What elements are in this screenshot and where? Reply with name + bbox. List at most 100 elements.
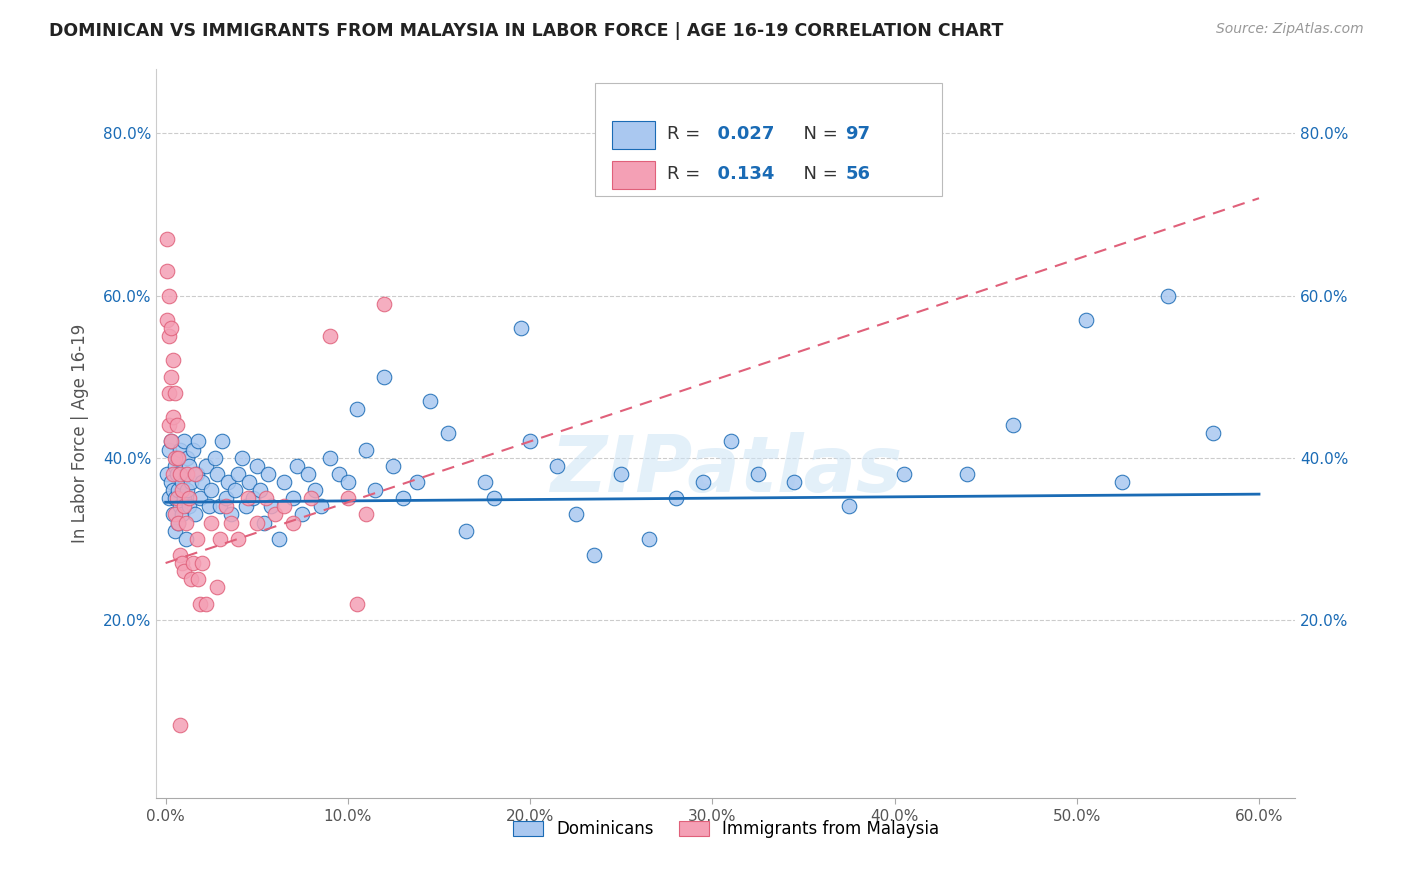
Point <box>200 516 222 530</box>
Point <box>160 475 183 489</box>
Point <box>162 483 184 497</box>
Point <box>166 491 188 506</box>
Point <box>163 450 186 465</box>
Text: DOMINICAN VS IMMIGRANTS FROM MALAYSIA IN LABOR FORCE | AGE 16-19 CORRELATION CHA: DOMINICAN VS IMMIGRANTS FROM MALAYSIA IN… <box>49 22 1004 40</box>
Point <box>231 450 253 465</box>
Point <box>328 467 350 481</box>
Point <box>610 467 633 481</box>
Text: N =: N = <box>792 165 844 184</box>
Point <box>163 385 186 400</box>
Point <box>157 442 180 457</box>
Point <box>510 321 533 335</box>
Point <box>166 418 188 433</box>
Point <box>720 434 742 449</box>
Point <box>184 508 207 522</box>
Point <box>198 500 221 514</box>
Point <box>373 369 395 384</box>
FancyBboxPatch shape <box>595 83 942 196</box>
Point <box>346 597 368 611</box>
Point <box>160 434 183 449</box>
Point <box>170 475 193 489</box>
Point <box>174 532 197 546</box>
Point <box>256 467 278 481</box>
Point <box>304 483 326 497</box>
Point <box>156 313 179 327</box>
Point <box>546 458 568 473</box>
Point <box>181 556 204 570</box>
Point <box>163 491 186 506</box>
Point <box>173 491 195 506</box>
Point <box>167 516 190 530</box>
Point <box>169 442 191 457</box>
Text: 0.027: 0.027 <box>706 125 775 144</box>
Legend: Dominicans, Immigrants from Malaysia: Dominicans, Immigrants from Malaysia <box>506 814 946 845</box>
Point <box>157 491 180 506</box>
Text: 97: 97 <box>845 125 870 144</box>
Point <box>273 475 295 489</box>
Point <box>637 532 659 546</box>
Point <box>291 508 314 522</box>
Point <box>176 450 198 465</box>
Point <box>156 232 179 246</box>
Text: 0.134: 0.134 <box>706 165 775 184</box>
Point <box>236 491 259 506</box>
Point <box>564 508 586 522</box>
Point <box>373 296 395 310</box>
Point <box>783 475 806 489</box>
Point <box>354 508 377 522</box>
Point <box>391 491 413 506</box>
Text: N =: N = <box>792 125 844 144</box>
Point <box>188 491 211 506</box>
Point <box>184 467 207 481</box>
Point <box>235 500 257 514</box>
Point <box>187 572 209 586</box>
Y-axis label: In Labor Force | Age 16-19: In Labor Force | Age 16-19 <box>72 324 89 543</box>
Text: 56: 56 <box>845 165 870 184</box>
Point <box>174 516 197 530</box>
Point <box>179 491 201 506</box>
Point <box>181 442 204 457</box>
Point <box>238 475 260 489</box>
Point <box>254 491 277 506</box>
Point <box>166 467 188 481</box>
Point <box>260 500 283 514</box>
Point <box>318 329 340 343</box>
Point <box>163 524 186 538</box>
Point <box>456 524 478 538</box>
Point <box>179 500 201 514</box>
Point <box>406 475 429 489</box>
Point <box>209 500 232 514</box>
Point <box>160 369 183 384</box>
Point <box>169 500 191 514</box>
Point <box>285 458 308 473</box>
Point <box>246 516 269 530</box>
Point <box>162 467 184 481</box>
Point <box>169 548 191 562</box>
Point <box>264 508 287 522</box>
Point <box>162 353 184 368</box>
Point <box>474 475 496 489</box>
Point <box>336 475 359 489</box>
Point <box>187 434 209 449</box>
Point <box>205 580 228 594</box>
Point <box>253 516 276 530</box>
Point <box>956 467 979 481</box>
Point <box>160 434 183 449</box>
Point <box>194 597 217 611</box>
Point <box>346 402 368 417</box>
Point <box>173 564 195 578</box>
Point <box>382 458 405 473</box>
Point <box>173 434 195 449</box>
Point <box>194 458 217 473</box>
Point <box>157 385 180 400</box>
Point <box>747 467 769 481</box>
Point <box>188 597 211 611</box>
Point <box>169 467 191 481</box>
Point <box>162 410 184 425</box>
Point <box>191 475 214 489</box>
Point <box>174 467 197 481</box>
Point <box>157 288 180 302</box>
Point <box>211 434 233 449</box>
Point <box>1074 313 1097 327</box>
Point <box>219 508 242 522</box>
